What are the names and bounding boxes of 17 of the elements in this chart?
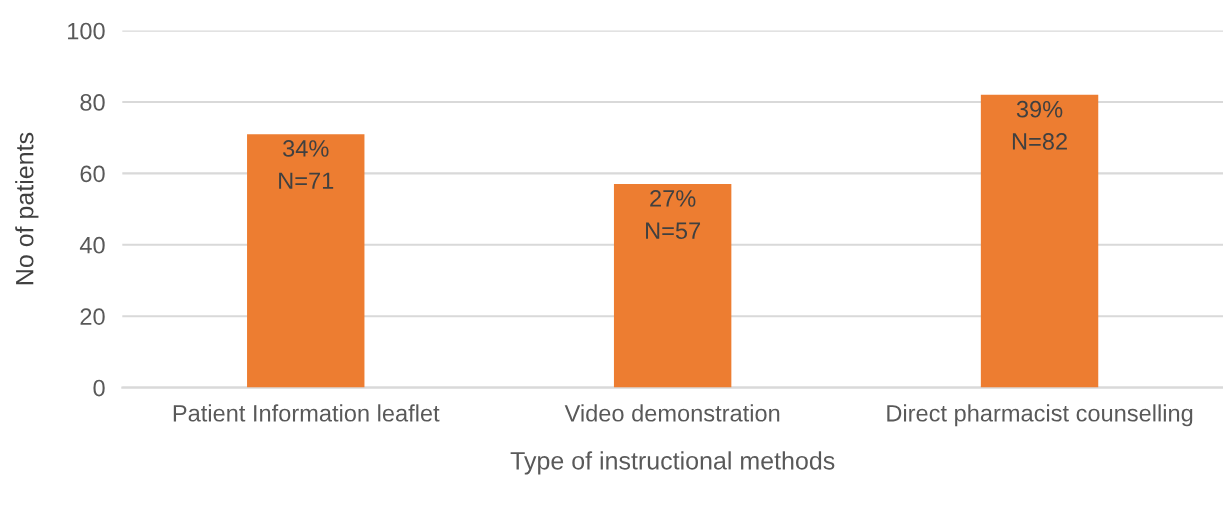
x-tick-label: Patient Information leaflet (173, 404, 440, 422)
y-tick-label: 0 (93, 379, 105, 397)
y-tick-label: 40 (79, 236, 105, 254)
bar (980, 94, 1099, 388)
data-label: 39% N=82 (1012, 100, 1067, 150)
y-tick-label: 60 (80, 165, 105, 183)
y-tick-label: 80 (80, 94, 105, 111)
bar (247, 134, 365, 388)
y-axis-title: No of patients (15, 132, 39, 285)
x-axis-title: Type of instructional methods (510, 451, 835, 475)
bar (613, 184, 732, 388)
data-label: 27% N=57 (646, 190, 701, 240)
x-tick-label: Direct pharmacist counselling (887, 404, 1193, 427)
y-tick-label: 100 (68, 22, 105, 40)
x-tick-label: Video demonstration (564, 404, 780, 422)
y-tick-label: 20 (80, 308, 105, 325)
data-label: 34% N=71 (279, 140, 334, 189)
